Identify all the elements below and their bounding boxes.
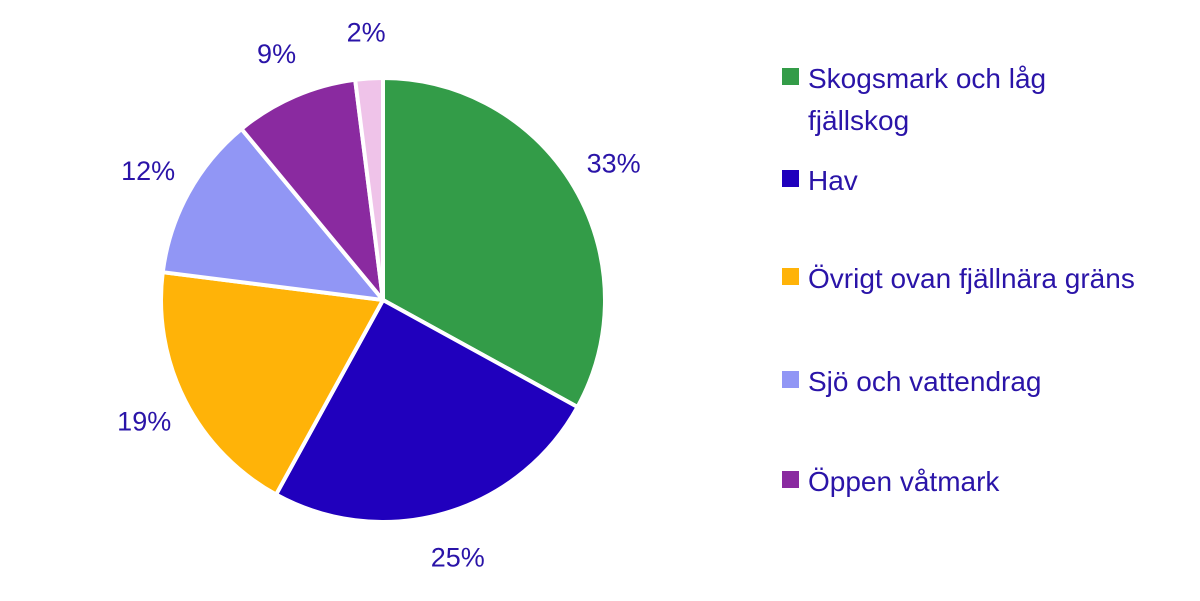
slice-ovrigt-litet bbox=[353, 76, 385, 302]
pie-slices bbox=[159, 76, 607, 524]
legend-item-sjo: Sjö och vattendrag bbox=[782, 361, 1042, 403]
legend-swatch bbox=[782, 68, 799, 85]
legend-label: Öppen våtmark bbox=[808, 466, 1000, 497]
legend-label: Sjö och vattendrag bbox=[808, 366, 1042, 397]
legend-item-ovrigt: Övrigt ovan fjällnära gräns bbox=[782, 258, 1135, 300]
pie-labels: 33% 25% 19% 12% 9% 2% bbox=[117, 18, 641, 573]
data-label: 9% bbox=[257, 39, 296, 69]
data-label: 2% bbox=[347, 18, 386, 48]
slice-sjo bbox=[160, 126, 385, 302]
legend-item-skogsmark: Skogsmark och låg fjällskog bbox=[782, 58, 1108, 142]
data-label: 19% bbox=[117, 407, 171, 437]
legend-swatch bbox=[782, 170, 799, 187]
legend-item-oppen-vatmark: Öppen våtmark bbox=[782, 461, 999, 503]
data-label: 25% bbox=[431, 542, 485, 572]
slice-ovrigt bbox=[159, 270, 385, 497]
data-label: 12% bbox=[121, 156, 175, 186]
slice-oppen-vatmark bbox=[239, 77, 385, 302]
legend-label: Skogsmark och låg fjällskog bbox=[808, 63, 1047, 136]
data-label: 33% bbox=[587, 149, 641, 179]
legend-swatch bbox=[782, 268, 799, 285]
legend-swatch bbox=[782, 471, 799, 488]
legend-label: Hav bbox=[808, 165, 858, 196]
legend-item-hav: Hav bbox=[782, 160, 858, 202]
slice-hav bbox=[274, 298, 580, 524]
legend-label: Övrigt ovan fjällnära gräns bbox=[808, 263, 1135, 294]
slice-skogsmark bbox=[381, 76, 607, 409]
pie-chart: 33% 25% 19% 12% 9% 2% bbox=[117, 18, 641, 573]
legend-swatch bbox=[782, 371, 799, 388]
